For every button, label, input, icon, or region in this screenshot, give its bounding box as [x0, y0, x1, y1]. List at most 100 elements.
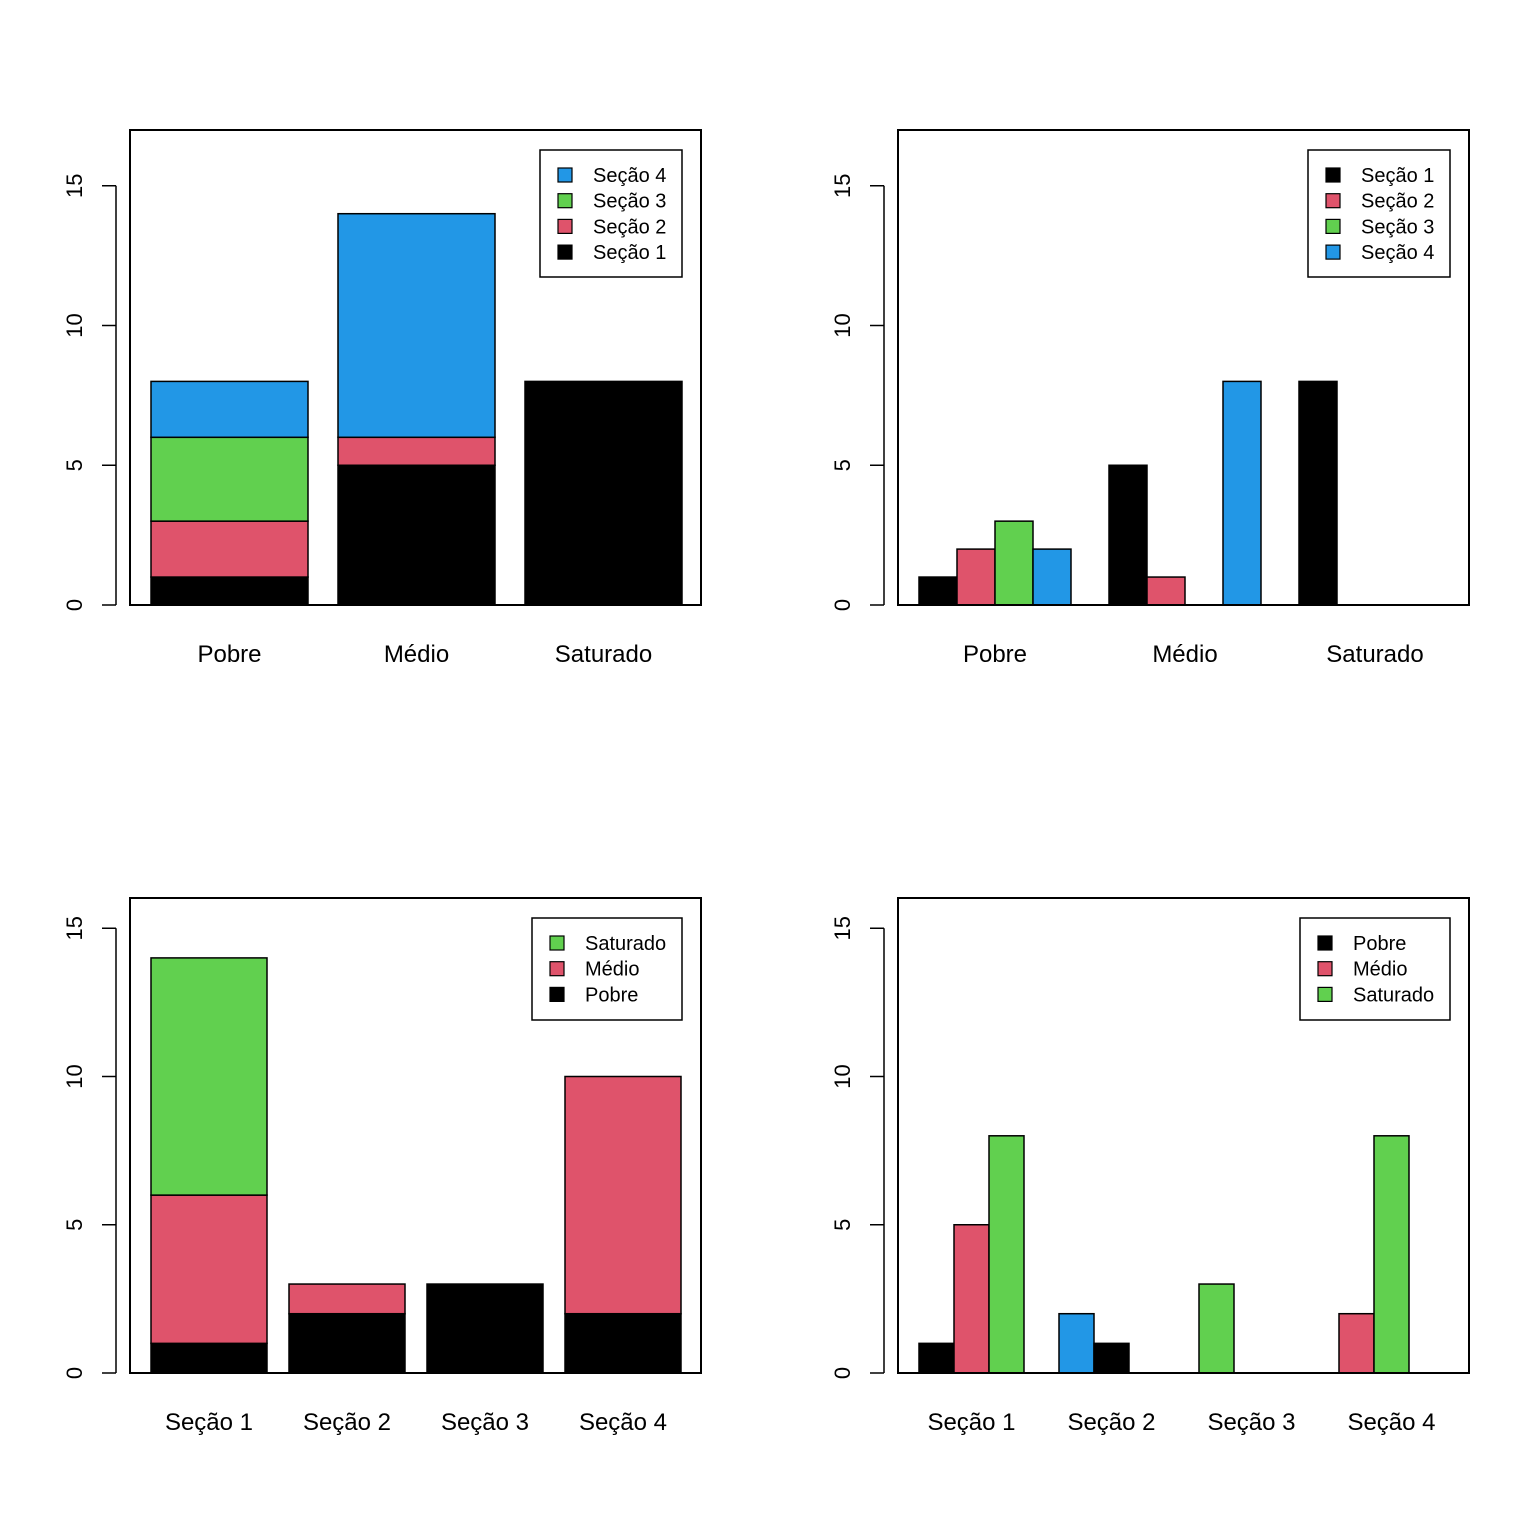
y-tick-label: 5	[62, 459, 87, 471]
legend-swatch	[557, 244, 573, 260]
legend-label: Pobre	[585, 984, 638, 1006]
x-category-label: Seção 1	[165, 1409, 253, 1436]
x-category-label: Médio	[384, 641, 449, 668]
plot-frame	[129, 129, 702, 606]
x-category-label: Seção 4	[1347, 1409, 1435, 1436]
bar-pobre-seção-4	[1032, 548, 1072, 606]
legend-label: Médio	[1353, 959, 1407, 981]
legend-label: Seção 4	[593, 165, 666, 187]
x-category-label: Seção 3	[441, 1409, 529, 1436]
legend-swatch	[549, 935, 565, 951]
bar-seção-4-pobre	[564, 1312, 682, 1374]
y-tick-label: 10	[62, 313, 87, 337]
bar-médio-seção-2	[337, 436, 496, 466]
legend-swatch	[1325, 167, 1341, 183]
bar-seção-1-bar3	[988, 1135, 1025, 1374]
x-category-label: Seção 1	[927, 1409, 1015, 1436]
plot-frame	[897, 129, 1470, 606]
bar-pobre-seção-1	[150, 576, 309, 606]
bar-seção-1-bar1	[918, 1342, 955, 1374]
bar-pobre-seção-2	[956, 548, 996, 606]
y-tick-label: 5	[830, 459, 855, 471]
plot-frame	[129, 897, 702, 1374]
y-tick-label: 15	[62, 174, 87, 198]
y-tick-label: 15	[830, 174, 855, 198]
x-category-label: Seção 4	[579, 1409, 667, 1436]
bar-pobre-seção-2	[150, 520, 309, 578]
legend-swatch	[1317, 986, 1333, 1003]
y-tick-label: 15	[830, 916, 855, 940]
legend-label: Médio	[585, 959, 639, 981]
legend-label: Seção 3	[593, 191, 666, 213]
legend-swatch	[557, 167, 573, 183]
bar-seção-2-bar2	[1093, 1342, 1130, 1374]
bar-pobre-seção-1	[918, 576, 958, 606]
bar-pobre-seção-3	[994, 520, 1034, 606]
y-tick-label: 0	[62, 599, 87, 611]
bar-médio-seção-4	[1222, 380, 1262, 606]
x-category-label: Seção 2	[1067, 1409, 1155, 1436]
legend-label: Seção 2	[1361, 191, 1434, 213]
bar-médio-seção-1	[337, 464, 496, 606]
legend-swatch	[1325, 193, 1341, 209]
x-category-label: Pobre	[197, 641, 261, 668]
bar-seção-2-médio	[288, 1283, 406, 1315]
bar-médio-seção-4	[337, 212, 496, 439]
y-tick-label: 15	[62, 916, 87, 940]
x-category-label: Pobre	[963, 641, 1027, 668]
legend: Seção 4 Seção 3 Seção 2 Seção 1	[539, 149, 683, 278]
legend: Pobre Médio Saturado	[1299, 917, 1451, 1021]
y-tick-label: 10	[830, 1064, 855, 1088]
x-category-label: Saturado	[1326, 641, 1423, 668]
chart-panel-1: 0 5 10 15 Pobre Médio Saturado Seção 4 Seção 3 Se…	[62, 129, 702, 668]
bar-pobre-seção-4	[150, 380, 309, 439]
chart-panel-4: 0 5 10 15 Seção 1 Seção 2 Seção 3 Seção 4 Pobre M…	[830, 897, 1470, 1436]
y-tick-label: 0	[830, 1367, 855, 1379]
legend: Saturado Médio Pobre	[531, 917, 683, 1021]
plot-frame	[897, 897, 1470, 1374]
chart-panel-3: 0 5 10 15 Seção 1 Seção 2 Seção 3 Seção 4 Satura…	[62, 897, 702, 1436]
legend-swatch	[549, 961, 565, 977]
bar-seção-1-pobre	[150, 1342, 268, 1374]
legend-swatch	[1325, 244, 1341, 260]
legend-label: Seção 3	[1361, 216, 1434, 238]
bar-saturado-seção-1	[1298, 380, 1338, 606]
legend-label: Seção 4	[1361, 242, 1434, 264]
x-category-label: Saturado	[555, 641, 652, 668]
bar-pobre-seção-3	[150, 436, 309, 522]
legend-swatch	[1317, 961, 1333, 977]
legend: Seção 1 Seção 2 Seção 3 Seção 4	[1307, 149, 1451, 278]
bar-seção-4-médio	[564, 1075, 682, 1315]
bar-saturado-seção-1	[524, 380, 683, 606]
legend-label: Saturado	[1353, 984, 1434, 1006]
legend-label: Pobre	[1353, 933, 1406, 955]
legend-label: Saturado	[585, 933, 666, 955]
bar-médio-seção-1	[1108, 464, 1148, 606]
legend-swatch	[1325, 218, 1341, 234]
y-tick-label: 10	[830, 313, 855, 337]
legend-label: Seção 2	[593, 216, 666, 238]
y-tick-label: 10	[62, 1064, 87, 1088]
bar-seção-3-bar1	[1198, 1283, 1235, 1374]
legend-swatch	[1317, 935, 1333, 951]
y-tick-label: 5	[830, 1219, 855, 1231]
bar-médio-seção-2	[1146, 576, 1186, 606]
x-category-label: Seção 2	[303, 1409, 391, 1436]
legend-swatch	[549, 986, 565, 1003]
bar-seção-2-pobre	[288, 1312, 406, 1374]
legend-swatch	[557, 193, 573, 209]
y-tick-label: 0	[62, 1367, 87, 1379]
bar-seção-2-bar1	[1058, 1312, 1095, 1374]
bar-seção-3-pobre	[426, 1283, 544, 1374]
y-tick-label: 0	[830, 599, 855, 611]
bar-seção-1-médio	[150, 1194, 268, 1345]
y-tick-label: 5	[62, 1219, 87, 1231]
bar-seção-1-saturado	[150, 957, 268, 1196]
bar-seção-1-bar2	[953, 1224, 990, 1374]
legend-swatch	[557, 218, 573, 234]
bar-seção-4-bar1	[1338, 1312, 1375, 1374]
legend-label: Seção 1	[1361, 165, 1434, 187]
x-category-label: Médio	[1152, 641, 1217, 668]
